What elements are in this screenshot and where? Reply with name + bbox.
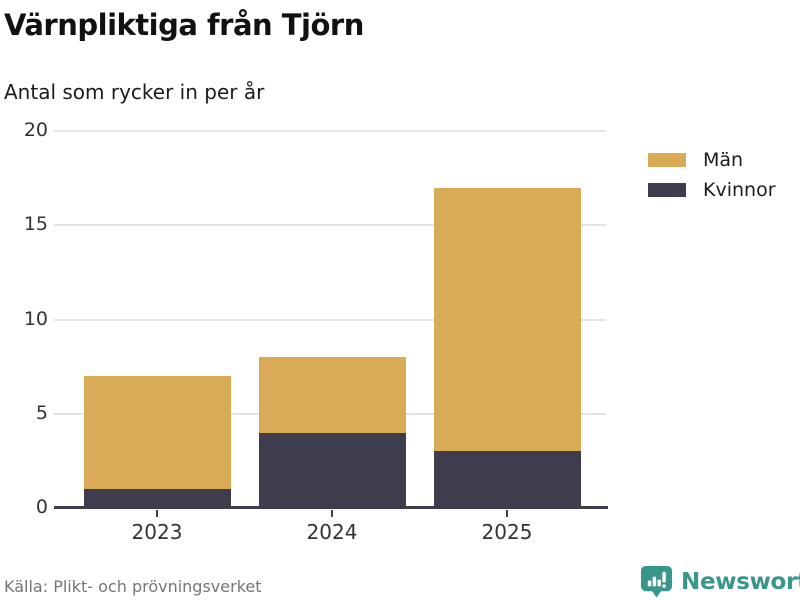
legend-label: Kvinnor: [703, 179, 776, 201]
gridline: [54, 130, 606, 132]
brand-logo: Newsworthy: [640, 565, 800, 599]
gridline: [54, 318, 606, 321]
bar-segment-män-2023: [83, 376, 231, 490]
x-axis-tick: [156, 510, 158, 517]
y-tick-label: 15: [23, 213, 48, 236]
y-tick-label: 5: [35, 401, 48, 424]
legend-item-män: Män: [648, 149, 776, 171]
bar-segment-kvinnor-2025: [433, 451, 581, 508]
bar-segment-män-2024: [258, 357, 406, 433]
x-tick-label: 2024: [306, 520, 358, 544]
bar-segment-kvinnor-2023: [83, 489, 231, 508]
chart-subtitle: Antal som rycker in per år: [4, 80, 265, 104]
x-axis-tick: [331, 510, 333, 517]
gridline: [54, 224, 606, 227]
y-tick-label: 0: [35, 496, 48, 518]
legend-item-kvinnor: Kvinnor: [648, 179, 776, 201]
y-tick-label: 20: [23, 119, 48, 141]
plot-area: 0 5 10 15 20 2023 2024 2025: [24, 119, 608, 544]
chart-title: Värnpliktiga från Tjörn: [4, 8, 364, 42]
bar-segment-kvinnor-2024: [258, 432, 406, 508]
brand-name: Newsworthy: [681, 569, 800, 595]
legend-label: Män: [703, 149, 744, 171]
legend-swatch: [648, 153, 686, 167]
x-axis-tick: [506, 510, 508, 517]
newsworthy-bubble-chart-icon: [640, 565, 673, 599]
bar-segment-män-2025: [433, 187, 581, 452]
y-tick-label: 10: [23, 307, 48, 330]
legend: Män Kvinnor: [648, 149, 776, 209]
x-tick-label: 2023: [131, 520, 183, 544]
legend-swatch: [648, 183, 686, 197]
source-note: Källa: Plikt- och prövningsverket: [4, 577, 262, 596]
x-tick-label: 2025: [481, 520, 533, 544]
